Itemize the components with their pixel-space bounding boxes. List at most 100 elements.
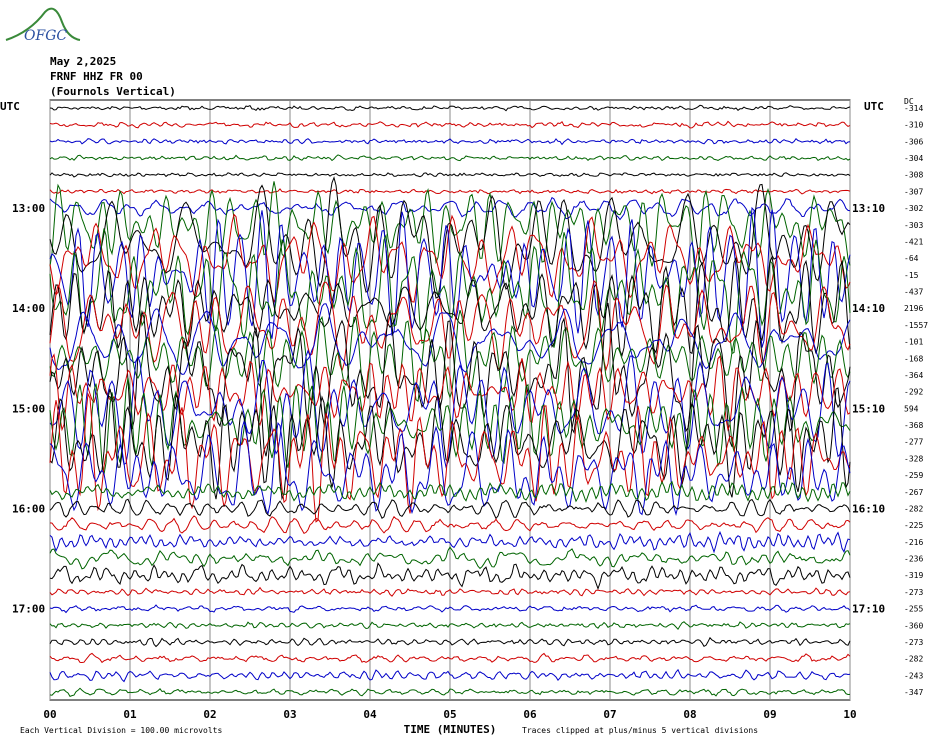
x-tick-label: 09 (763, 708, 776, 721)
dc-offset: -64 (904, 254, 919, 263)
clip-note: Traces clipped at plus/minus 5 vertical … (522, 726, 758, 735)
dc-offset: -302 (904, 204, 923, 213)
dc-offset: -314 (904, 104, 923, 113)
x-tick-label: 02 (203, 708, 216, 721)
dc-offset: -303 (904, 221, 923, 230)
dc-offset: -1557 (904, 321, 928, 330)
utc-left: UTC (0, 100, 20, 113)
x-tick-label: 05 (443, 708, 456, 721)
dc-offset: -328 (904, 454, 923, 463)
dc-offset: -101 (904, 338, 923, 347)
dc-offset: -304 (904, 154, 923, 163)
dc-offset: -437 (904, 288, 923, 297)
logo: OFGC (24, 28, 67, 44)
trace (49, 349, 851, 469)
dc-offset: -277 (904, 438, 923, 447)
dc-offset: -308 (904, 171, 923, 180)
left-time: 16:00 (12, 502, 45, 515)
dc-label: DC (904, 97, 914, 106)
x-tick-label: 01 (123, 708, 137, 721)
dc-offset: -347 (904, 688, 923, 697)
trace (49, 196, 851, 221)
right-time: 16:10 (852, 502, 885, 515)
dc-offset: -273 (904, 588, 923, 597)
dc-offset: -243 (904, 671, 923, 680)
trace (49, 586, 851, 597)
dc-offset: -282 (904, 504, 923, 513)
right-time: 14:10 (852, 302, 885, 315)
trace (49, 420, 851, 516)
trace (49, 104, 851, 112)
x-tick-label: 04 (363, 708, 377, 721)
trace (49, 228, 851, 355)
trace (49, 480, 851, 503)
trace (49, 515, 851, 535)
x-tick-label: 08 (683, 708, 696, 721)
right-time: 17:10 (852, 603, 885, 616)
dc-offset: -368 (904, 421, 923, 430)
logo-curve (5, 7, 81, 41)
dc-offset: -319 (904, 571, 923, 580)
trace (49, 668, 851, 683)
x-tick-label: 07 (603, 708, 616, 721)
trace (49, 353, 851, 432)
trace (49, 154, 851, 162)
x-title: TIME (MINUTES) (404, 723, 497, 736)
trace (49, 172, 851, 178)
trace (49, 604, 851, 614)
trace (49, 530, 851, 554)
dc-offset: -310 (904, 121, 923, 130)
dc-offset: -282 (904, 655, 923, 664)
dc-offset: -360 (904, 621, 923, 630)
trace (49, 302, 851, 457)
trace (49, 137, 851, 146)
right-time: 15:10 (852, 402, 885, 415)
trace (49, 546, 851, 570)
dc-offset: -364 (904, 371, 923, 380)
dc-offset: -307 (904, 187, 923, 196)
dc-offset: 2196 (904, 304, 923, 313)
trace (49, 188, 851, 195)
division-note: Each Vertical Division = 100.00 microvol… (20, 726, 222, 735)
x-tick-label: 10 (843, 708, 856, 721)
left-time: 14:00 (12, 302, 45, 315)
dc-offset: -267 (904, 488, 923, 497)
trace (49, 636, 851, 648)
dc-offset: -168 (904, 354, 923, 363)
dc-offset: -15 (904, 271, 919, 280)
dc-offset: -259 (904, 471, 923, 480)
left-time: 17:00 (12, 603, 45, 616)
x-tick-label: 03 (283, 708, 296, 721)
trace (49, 255, 851, 358)
x-tick-label: 06 (523, 708, 537, 721)
dc-offset: -216 (904, 538, 923, 547)
trace (49, 562, 851, 591)
dc-offset: -236 (904, 555, 923, 564)
location: (Fournols Vertical) (50, 85, 176, 98)
trace (49, 303, 851, 375)
station: FRNF HHZ FR 00 (50, 70, 143, 83)
date: May 2,2025 (50, 55, 116, 68)
dc-offset: 594 (904, 404, 919, 413)
dc-offset: -225 (904, 521, 923, 530)
trace (49, 387, 851, 501)
dc-offset: -255 (904, 605, 923, 614)
trace (49, 621, 851, 631)
trace (49, 120, 851, 129)
trace (49, 206, 851, 348)
dc-offset: -306 (904, 137, 923, 146)
trace (49, 687, 851, 698)
trace (49, 498, 851, 520)
trace (49, 392, 851, 523)
utc-right: UTC (864, 100, 884, 113)
dc-offset: -292 (904, 388, 923, 397)
left-time: 15:00 (12, 402, 45, 415)
x-tick-label: 00 (43, 708, 56, 721)
right-time: 13:10 (852, 202, 885, 215)
left-time: 13:00 (12, 202, 45, 215)
dc-offset: -273 (904, 638, 923, 647)
trace (49, 310, 851, 403)
dc-offset: -421 (904, 237, 923, 246)
trace (49, 652, 851, 664)
